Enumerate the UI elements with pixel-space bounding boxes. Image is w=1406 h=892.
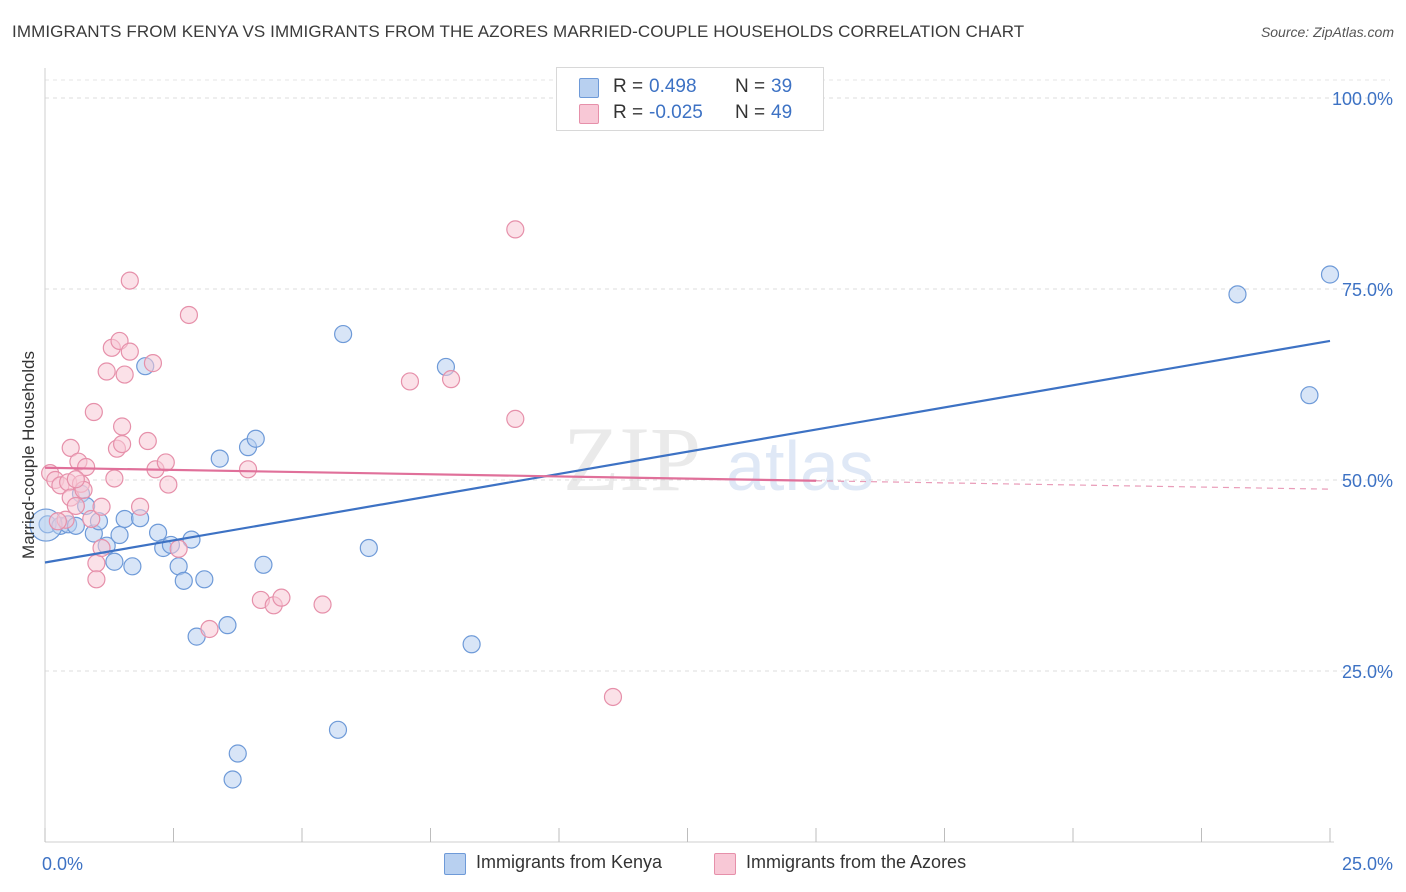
point-kenya [123,557,142,576]
point-azores [84,402,103,422]
point-azores [120,271,139,290]
point-kenya [115,509,134,529]
point-azores [313,595,332,614]
legend-r-value: -0.025 [649,102,703,123]
point-kenya [174,571,193,590]
x-tick-label: 25.0% [1342,854,1393,874]
point-azores [115,365,134,384]
correlation-legend: R = 0.498 N = 39 R = -0.025 N = 49 [556,67,824,131]
point-azores [156,453,175,472]
point-azores [272,588,291,607]
legend-n-value: 39 [771,76,793,97]
source-label: Source: ZipAtlas.com [1260,24,1394,40]
point-kenya [254,555,273,574]
point-azores [87,570,106,589]
trend-line-azores-extension [815,480,1331,490]
trend-line-kenya [44,339,1331,564]
point-kenya [246,429,265,448]
point-azores [506,220,525,239]
point-kenya [1320,265,1340,284]
series-swatch-azores [714,853,736,875]
point-kenya [210,449,229,468]
legend-r-label: R = [613,102,644,123]
point-azores [441,370,461,389]
series-label-azores: Immigrants from the Azores [746,852,967,872]
point-kenya [195,570,214,589]
point-azores [506,409,525,428]
grid-lines [45,79,1390,672]
watermark-atlas: atlas [726,427,874,505]
series-swatch-kenya [444,853,466,875]
point-azores [92,497,111,516]
point-azores [87,554,106,573]
point-azores [82,509,101,529]
legend-r-label: R = [613,76,644,97]
point-kenya [105,552,124,571]
point-kenya [110,525,129,545]
point-azores [77,457,96,477]
point-azores [66,470,85,489]
point-kenya [1228,285,1247,304]
point-azores [48,512,67,531]
point-azores [120,342,139,361]
point-kenya [1300,386,1319,405]
y-axis-label: Married-couple Households [19,351,38,559]
y-tick-label: 100.0% [1332,89,1393,109]
point-azores [603,687,623,707]
point-azores [400,372,420,391]
axes [44,68,1334,843]
point-azores [138,431,157,451]
point-kenya [223,770,242,789]
trend-line-azores [44,466,817,482]
point-azores [143,354,163,373]
series-label-kenya: Immigrants from Kenya [476,852,663,872]
y-tick-label: 25.0% [1342,662,1393,682]
legend-n-value: 49 [771,102,793,123]
x-tick-label: 0.0% [42,854,83,874]
y-tick-label: 75.0% [1342,280,1393,300]
point-azores [130,497,150,516]
point-azores [112,434,132,454]
point-azores [179,305,199,325]
point-azores [61,438,80,458]
chart-title: IMMIGRANTS FROM KENYA VS IMMIGRANTS FROM… [12,22,1025,41]
trend-lines [44,339,1331,564]
point-azores [66,496,85,516]
point-kenya [359,538,378,558]
point-kenya [228,744,247,763]
point-azores [105,469,124,488]
point-azores [159,475,178,494]
legend-swatch-kenya [579,78,599,98]
legend-n-label: N = [735,76,766,97]
point-kenya [462,635,481,654]
point-azores [97,362,116,381]
point-azores [112,417,132,436]
point-azores [169,539,188,558]
point-azores [238,460,258,479]
point-kenya [218,616,237,635]
point-kenya [334,324,353,344]
y-tick-label: 50.0% [1342,471,1393,491]
data-points [29,220,1340,789]
tick-labels: 100.0% 75.0% 50.0% 25.0% 0.0% 25.0% [42,89,1393,874]
watermark-zip: ZIP [563,408,701,510]
point-kenya [148,523,168,542]
point-azores [200,619,219,639]
legend-n-label: N = [735,102,766,123]
point-kenya [328,720,348,739]
legend-r-value: 0.498 [649,76,697,97]
legend-swatch-azores [579,104,599,124]
